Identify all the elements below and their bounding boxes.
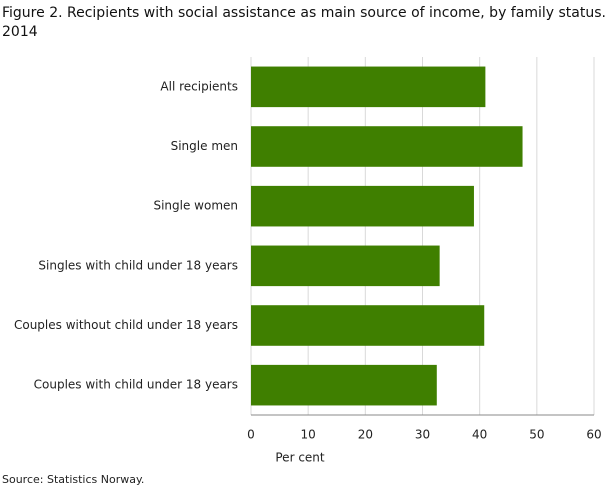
x-tick-label: 60	[586, 428, 601, 442]
x-axis-label: Per cent	[275, 451, 325, 465]
y-tick-label: Singles with child under 18 years	[38, 258, 238, 272]
bar	[251, 364, 437, 406]
source: Source: Statistics Norway.	[2, 473, 144, 486]
x-tick-label: 0	[247, 428, 255, 442]
title-box: Figure 2. Recipients with social assista…	[2, 5, 606, 40]
bar	[251, 126, 523, 167]
y-tick-label: Single women	[153, 199, 238, 213]
chart-title: Figure 2. Recipients with social assista…	[2, 5, 606, 40]
bar	[251, 305, 485, 346]
x-tick-label: 20	[358, 428, 373, 442]
y-tick-label: Single men	[171, 139, 238, 153]
x-tick-label: 10	[301, 428, 316, 442]
x-tick-label: 40	[472, 428, 487, 442]
x-tick-label: 50	[529, 428, 544, 442]
y-tick-label: Couples with child under 18 years	[34, 378, 238, 392]
bar	[251, 185, 474, 227]
bar	[251, 66, 486, 108]
x-tick-label: 30	[415, 428, 430, 442]
bar	[251, 245, 440, 287]
y-tick-label: All recipients	[160, 79, 238, 93]
y-tick-label: Couples without child under 18 years	[14, 318, 238, 332]
